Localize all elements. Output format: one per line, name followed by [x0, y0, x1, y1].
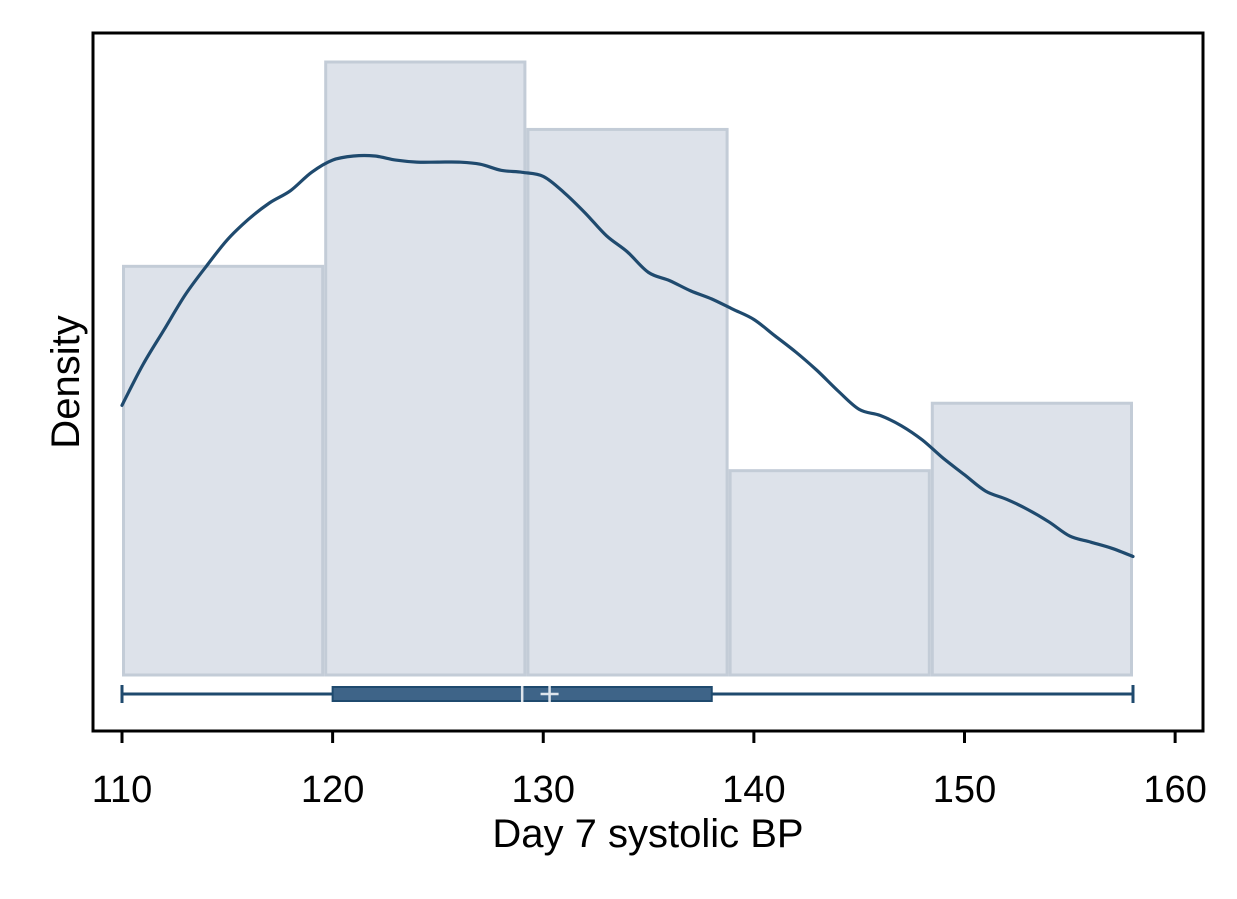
kde-density-line — [120, 153, 1135, 559]
histogram-bar-5 — [930, 401, 1133, 677]
histogram-bar-4 — [728, 469, 931, 677]
x-tick-label-110: 110 — [92, 769, 153, 811]
histogram-bar-1 — [122, 264, 325, 677]
boxplot — [120, 685, 1135, 703]
x-axis-title: Day 7 systolic BP — [492, 812, 803, 856]
histogram-bars — [122, 60, 1133, 677]
x-tick-label-160: 160 — [1143, 769, 1206, 811]
x-tick-label-130: 130 — [512, 769, 575, 811]
plot-frame — [91, 31, 1205, 733]
x-axis: 110 120 130 140 150 160 — [92, 731, 1207, 811]
x-tick-label-120: 120 — [301, 769, 364, 811]
histogram-bar-3 — [526, 127, 729, 677]
x-tick-label-150: 150 — [933, 769, 996, 811]
histogram-bar-2 — [324, 60, 527, 677]
y-axis-title: Density — [44, 315, 88, 448]
x-tick-label-140: 140 — [722, 769, 785, 811]
